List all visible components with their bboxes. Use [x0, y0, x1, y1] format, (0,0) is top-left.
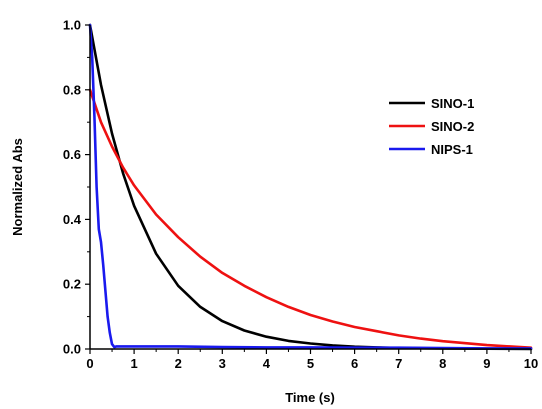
y-ticks: 0.0 0.2 0.4 0.6 0.8 1.0	[63, 18, 90, 357]
y-axis-title: Normalized Abs	[10, 138, 25, 236]
x-tick-label: 1	[130, 356, 137, 371]
legend-label: SINO-1	[431, 96, 474, 111]
plot-series	[88, 23, 533, 351]
series-line-sino-2	[88, 88, 533, 350]
x-ticks: 0 1 2 3 4 5 6 7 8 9 10	[86, 349, 538, 371]
x-tick-label: 3	[219, 356, 226, 371]
legend-label: SINO-2	[431, 119, 474, 134]
x-axis-title: Time (s)	[285, 390, 335, 405]
x-tick-label: 10	[524, 356, 538, 371]
x-tick-label: 9	[483, 356, 490, 371]
series-line-nips-1	[88, 23, 533, 350]
legend: SINO-1 SINO-2 NIPS-1	[389, 96, 474, 157]
y-tick-label: 0.0	[63, 342, 81, 357]
y-tick-label: 0.4	[63, 212, 82, 227]
x-tick-label: 7	[395, 356, 402, 371]
legend-label: NIPS-1	[431, 142, 473, 157]
x-tick-label: 8	[439, 356, 446, 371]
x-tick-label: 0	[86, 356, 93, 371]
x-tick-label: 2	[175, 356, 182, 371]
y-tick-label: 1.0	[63, 18, 81, 33]
axes	[89, 25, 531, 350]
x-tick-label: 6	[351, 356, 358, 371]
series-line-sino-1	[88, 23, 533, 351]
y-tick-label: 0.2	[63, 277, 81, 292]
x-tick-label: 4	[263, 356, 271, 371]
y-tick-label: 0.6	[63, 147, 81, 162]
x-tick-label: 5	[307, 356, 314, 371]
y-tick-label: 0.8	[63, 82, 81, 97]
